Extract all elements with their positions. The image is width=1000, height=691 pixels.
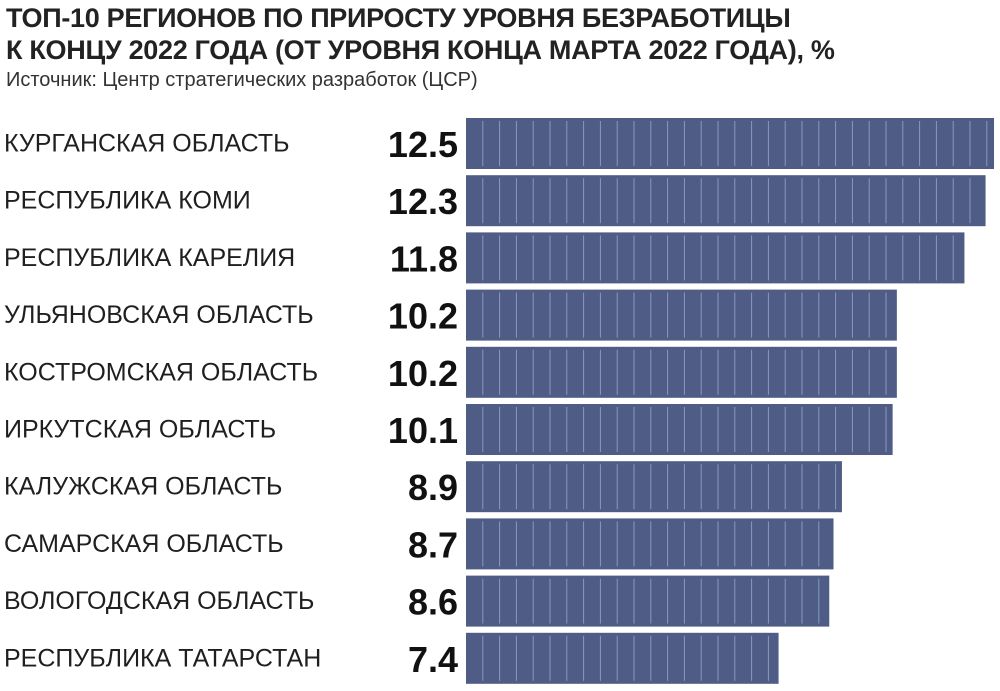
value-label: 11.8 (390, 238, 458, 279)
category-label: РЕСПУБЛИКА ТАТАРСТАН (4, 644, 321, 672)
category-label: КАЛУЖСКАЯ ОБЛАСТЬ (4, 473, 282, 501)
bar (466, 575, 830, 627)
value-label: 12.5 (388, 124, 458, 165)
category-label: КУРГАНСКАЯ ОБЛАСТЬ (4, 130, 290, 158)
value-label: 12.3 (388, 181, 458, 222)
value-label: 10.1 (388, 410, 458, 451)
bar-row: РЕСПУБЛИКА ТАТАРСТАН 7.4 (4, 632, 779, 684)
chart-title: ТОП-10 РЕГИОНОВ ПО ПРИРОСТУ УРОВНЯ БЕЗРА… (6, 2, 996, 66)
category-label: РЕСПУБЛИКА КОМИ (4, 187, 251, 215)
bar-row: КУРГАНСКАЯ ОБЛАСТЬ 12.5 (4, 118, 994, 169)
bar (466, 175, 986, 227)
chart-title-line-1: ТОП-10 РЕГИОНОВ ПО ПРИРОСТУ УРОВНЯ БЕЗРА… (6, 3, 791, 33)
bar (466, 289, 897, 341)
category-label: ИРКУТСКАЯ ОБЛАСТЬ (4, 416, 276, 444)
bar (466, 461, 842, 513)
category-label: РЕСПУБЛИКА КАРЕЛИЯ (4, 244, 295, 272)
value-label: 7.4 (408, 639, 458, 680)
bar-row: КАЛУЖСКАЯ ОБЛАСТЬ 8.9 (4, 461, 842, 513)
bar-row: ИРКУТСКАЯ ОБЛАСТЬ 10.1 (4, 404, 893, 455)
bar (466, 404, 893, 455)
category-label: САМАРСКАЯ ОБЛАСТЬ (4, 530, 284, 558)
value-label: 8.7 (408, 524, 458, 565)
category-label: УЛЬЯНОВСКАЯ ОБЛАСТЬ (4, 301, 314, 329)
category-label: КОСТРОМСКАЯ ОБЛАСТЬ (4, 358, 318, 386)
chart-title-line-2: К КОНЦУ 2022 ГОДА (ОТ УРОВНЯ КОНЦА МАРТА… (6, 35, 835, 65)
chart-source: Источник: Центр стратегических разработо… (6, 69, 478, 91)
category-label: ВОЛОГОДСКАЯ ОБЛАСТЬ (4, 587, 314, 615)
value-label: 8.6 (408, 582, 458, 623)
bar-row: УЛЬЯНОВСКАЯ ОБЛАСТЬ 10.2 (4, 289, 897, 341)
bar (466, 346, 897, 398)
bar (466, 632, 779, 684)
bar-row: ВОЛОГОДСКАЯ ОБЛАСТЬ 8.6 (4, 575, 830, 627)
bar-row: КОСТРОМСКАЯ ОБЛАСТЬ 10.2 (4, 346, 897, 398)
value-label: 10.2 (388, 296, 458, 337)
bar-row: САМАРСКАЯ ОБЛАСТЬ 8.7 (4, 518, 834, 570)
value-label: 10.2 (388, 353, 458, 394)
bar-row: РЕСПУБЛИКА КОМИ 12.3 (4, 175, 986, 227)
bar (466, 518, 834, 570)
value-label: 8.9 (408, 467, 458, 508)
bar (466, 232, 965, 284)
bar-row: РЕСПУБЛИКА КАРЕЛИЯ 11.8 (4, 232, 965, 284)
bar (466, 118, 994, 169)
